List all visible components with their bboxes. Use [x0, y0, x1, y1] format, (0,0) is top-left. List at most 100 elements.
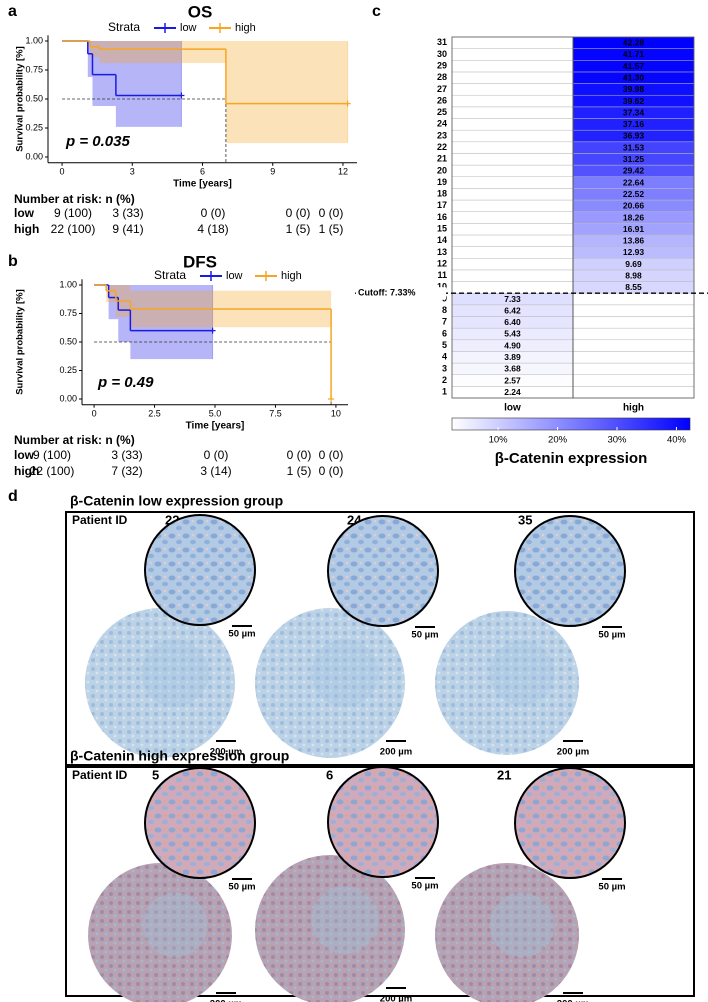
empty-cell	[451, 118, 574, 131]
chart-title: DFS	[183, 252, 217, 271]
risk-cell: 4 (18)	[197, 222, 228, 236]
cell-label: 13.86	[623, 236, 645, 246]
empty-cell	[572, 339, 695, 352]
y-axis-label: Survival probability [%]	[15, 46, 26, 152]
scale-label: 50 µm	[228, 629, 255, 640]
ci-band	[130, 285, 213, 360]
colorbar-label: β-Catenin expression	[495, 450, 648, 467]
row-label: 13	[437, 247, 447, 257]
patient-id-label: Patient ID	[72, 768, 128, 782]
empty-cell	[572, 316, 695, 329]
risk-row-label: low	[14, 206, 35, 220]
empty-cell	[451, 36, 574, 49]
y-tick-label: 0.75	[25, 64, 43, 74]
row-label: 16	[437, 212, 447, 222]
tissue-core-shade	[489, 640, 555, 706]
tissue-core-shade	[311, 886, 379, 954]
cell-label: 22.52	[623, 189, 645, 199]
cell-label: 39.98	[623, 84, 645, 94]
risk-cell: 0 (0)	[287, 448, 312, 462]
panel-label: c	[372, 3, 381, 20]
y-tick-label: 0.00	[25, 151, 43, 161]
tissue-core	[435, 863, 579, 1002]
x-tick-label: 0	[92, 408, 97, 418]
y-tick-label: 0.25	[25, 122, 43, 132]
patient-id: 35	[518, 512, 532, 527]
cell-label: 37.16	[623, 119, 645, 129]
cell-label: 31.53	[623, 142, 645, 152]
panel-label: b	[8, 253, 18, 270]
x-tick-label: 10	[331, 408, 341, 418]
tissue-core	[255, 855, 405, 1002]
empty-cell	[451, 164, 574, 177]
risk-cell: 0 (0)	[286, 206, 311, 220]
row-label: 17	[437, 200, 447, 210]
tissue-core	[435, 611, 579, 755]
x-axis-label: Time [years]	[186, 421, 245, 432]
row-label: 27	[437, 84, 447, 94]
cutoff-label: Cutoff: 7.33%	[358, 288, 416, 298]
p-value: p = 0.49	[97, 374, 154, 391]
patient-id: 21	[497, 767, 511, 782]
censor-mark	[178, 92, 185, 99]
empty-cell	[451, 269, 574, 282]
x-tick-label: 6	[200, 166, 205, 176]
row-label: 12	[437, 258, 447, 268]
empty-cell	[451, 258, 574, 271]
empty-cell	[572, 327, 695, 341]
tissue-core	[88, 863, 232, 1002]
x-tick-label: 5.0	[209, 408, 222, 418]
row-label: 8	[442, 305, 447, 315]
cell-label: 41.57	[623, 61, 645, 71]
risk-cell: 0 (0)	[201, 206, 226, 220]
patient-id: 5	[152, 767, 159, 782]
cell-label: 29.42	[623, 166, 645, 176]
ci-band	[92, 41, 116, 106]
scale-label: 50 µm	[411, 881, 438, 892]
row-label: 24	[437, 119, 447, 129]
colorbar-tick-label: 30%	[607, 435, 627, 446]
column-label: low	[504, 403, 521, 414]
empty-cell	[572, 386, 695, 399]
empty-cell	[451, 246, 574, 259]
row-label: 26	[437, 95, 447, 105]
ci-band	[115, 41, 182, 127]
row-label: 28	[437, 72, 447, 82]
legend-title: Strata	[108, 20, 140, 34]
cell-label: 8.98	[625, 270, 642, 280]
empty-cell	[451, 234, 574, 247]
empty-cell	[451, 211, 574, 224]
risk-cell: 9 (41)	[112, 222, 143, 236]
risk-cell: 0 (0)	[204, 448, 229, 462]
cell-label: 12.93	[623, 247, 645, 257]
empty-cell	[451, 48, 574, 61]
row-label: 21	[437, 154, 447, 164]
cell-label: 9.69	[625, 259, 642, 269]
risk-cell: 0 (0)	[319, 206, 344, 220]
row-label: 22	[437, 142, 447, 152]
cell-label: 31.25	[623, 154, 645, 164]
legend-label: high	[281, 270, 302, 282]
scale-label: 200 µm	[380, 994, 412, 1002]
x-axis-label: Time [years]	[173, 179, 232, 190]
x-tick-label: 0	[60, 166, 65, 176]
cell-label: 16.91	[623, 224, 645, 234]
scale-label: 50 µm	[598, 630, 625, 641]
scale-label: 200 µm	[210, 747, 242, 758]
row-label: 2	[442, 375, 447, 385]
colorbar-tick-label: 40%	[667, 435, 687, 446]
y-tick-label: 0.50	[59, 336, 77, 346]
row-label: 3	[442, 363, 447, 373]
row-label: 18	[437, 189, 447, 199]
zoom-view	[327, 766, 439, 878]
risk-cell: 9 (100)	[54, 206, 92, 220]
censor-mark	[344, 100, 351, 107]
empty-cell	[451, 60, 574, 73]
patient-id-label: Patient ID	[72, 513, 128, 527]
p-value: p = 0.035	[65, 133, 130, 150]
risk-cell: 3 (33)	[111, 448, 142, 462]
row-label: 29	[437, 60, 447, 70]
risk-cell: 3 (14)	[200, 464, 231, 478]
row-label: 23	[437, 130, 447, 140]
tissue-core-shade	[489, 892, 555, 958]
